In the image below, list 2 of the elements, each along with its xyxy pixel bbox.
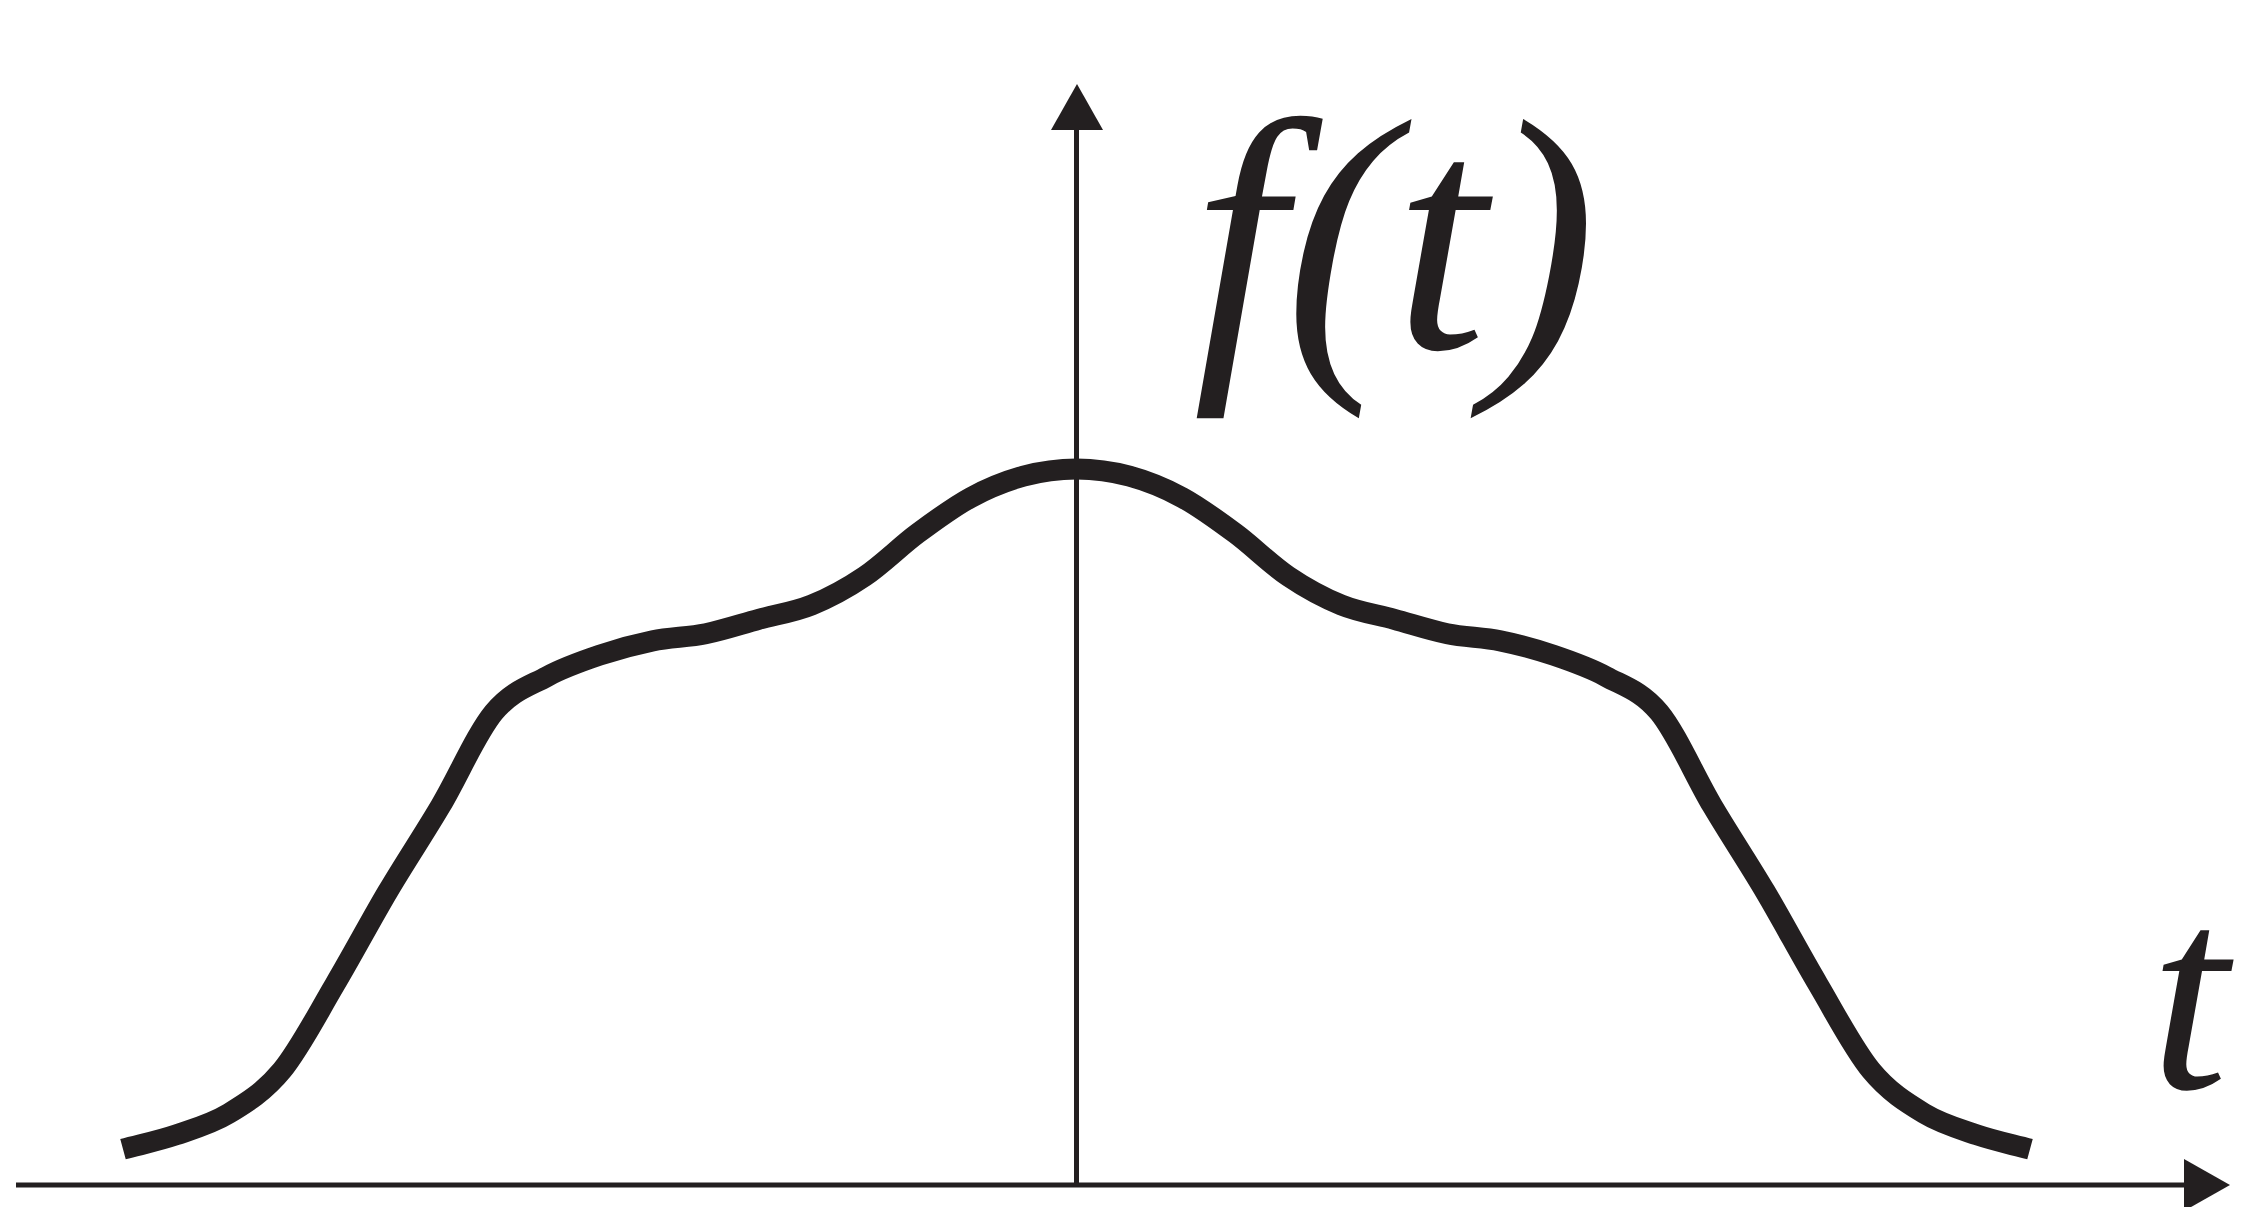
y-axis-title: f(t)	[1193, 54, 1597, 421]
x-axis-title: t	[2150, 838, 2238, 1149]
